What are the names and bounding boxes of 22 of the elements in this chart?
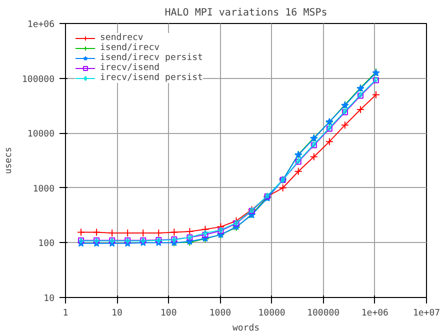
x-tick-label: 1e+06 <box>361 308 388 318</box>
x-tick-label: 100000 <box>307 308 340 318</box>
x-tick-label: 1e+07 <box>412 308 440 318</box>
y-tick-label: 10000 <box>27 130 54 140</box>
legend-label: irecv/isend persist <box>100 73 203 83</box>
x-tick-label: 1000 <box>209 308 232 318</box>
chart-title: HALO MPI variations 16 MSPs <box>164 8 328 18</box>
legend-label: isend/irecv persist <box>100 53 203 63</box>
y-tick-label: 1000 <box>32 184 55 194</box>
legend-label: isend/irecv <box>100 43 160 53</box>
x-tick-label: 10000 <box>258 308 286 318</box>
x-tick-label: 10 <box>112 308 122 318</box>
x-axis-title: words <box>232 324 260 334</box>
y-axis-title: usecs <box>4 146 14 174</box>
legend-label: irecv/isend <box>100 63 160 73</box>
x-tick-label: 100 <box>160 308 177 318</box>
y-tick-label: 1e+06 <box>27 20 54 30</box>
y-tick-label: 10 <box>44 294 55 304</box>
y-tick-label: 100000 <box>22 74 55 85</box>
y-tick-label: 100 <box>38 239 55 250</box>
legend-label: sendrecv <box>100 33 144 43</box>
x-tick-label: 1 <box>62 308 68 318</box>
